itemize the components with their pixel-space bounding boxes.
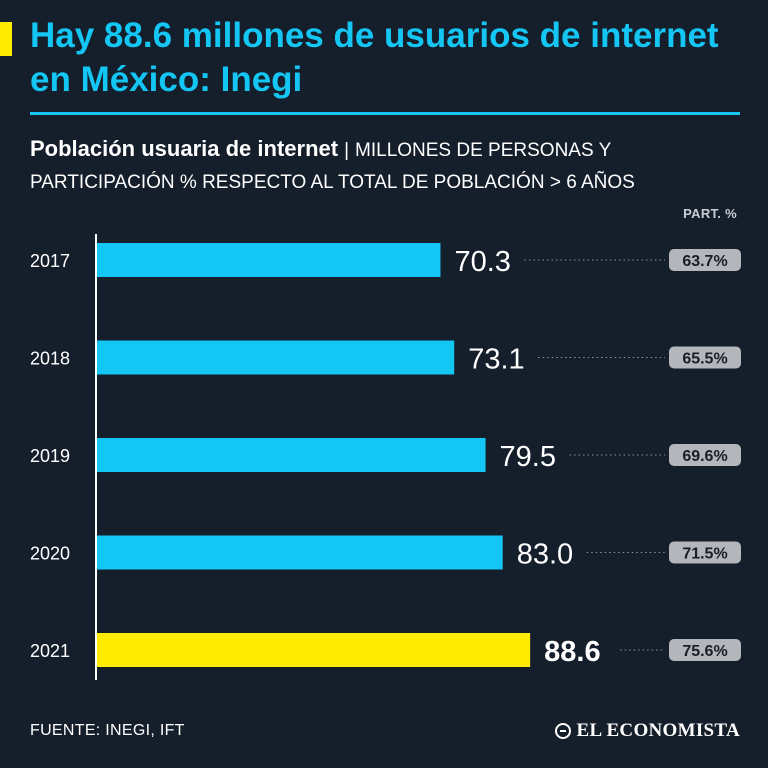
value-label: 83.0 — [517, 539, 573, 571]
part-badge — [669, 541, 741, 564]
part-badge — [669, 346, 741, 369]
value-label: 79.5 — [500, 441, 556, 473]
chart-subtitle-strong: Población usuaria de internet — [30, 136, 339, 161]
bar — [96, 340, 455, 375]
bar — [96, 535, 503, 570]
brand-logo-text: EL ECONOMISTA — [576, 720, 740, 741]
bar — [96, 243, 441, 277]
chart-subtitle: Población usuaria de internet | MILLONES D… — [30, 133, 750, 199]
accent-mark — [0, 22, 12, 56]
year-label: 2021 — [30, 641, 70, 661]
value-label: 88.6 — [544, 636, 600, 668]
chart-subtitle-rest: MILLONES DE PERSONAS Y PARTICIPACIÓN % R… — [30, 140, 635, 193]
bar — [96, 438, 486, 472]
part-value-label: 75.6% — [682, 643, 727, 660]
part-value-label: 65.5% — [682, 351, 727, 368]
year-label: 2018 — [30, 349, 70, 369]
logo-e-icon — [554, 723, 571, 739]
brand-logo: EL ECONOMISTA — [554, 720, 741, 742]
part-badge — [669, 639, 741, 661]
source-note: FUENTE: INEGI, IFT — [30, 722, 185, 739]
part-badge — [669, 444, 741, 466]
part-column-header: PART. % — [683, 206, 737, 221]
value-label: 70.3 — [454, 246, 510, 278]
part-value-label: 69.6% — [682, 448, 727, 465]
value-label: 73.1 — [468, 344, 524, 376]
part-value-label: 63.7% — [682, 253, 727, 270]
year-label: 2020 — [30, 544, 70, 564]
part-badge — [669, 249, 741, 271]
headline-rule — [30, 112, 740, 115]
year-label: 2019 — [30, 446, 70, 466]
bar — [96, 633, 531, 667]
part-value-label: 71.5% — [682, 546, 727, 563]
headline: Hay 88.6 millones de usuarios de interne… — [30, 16, 719, 99]
subtitle-separator: | — [344, 140, 350, 161]
year-label: 2017 — [30, 251, 70, 271]
